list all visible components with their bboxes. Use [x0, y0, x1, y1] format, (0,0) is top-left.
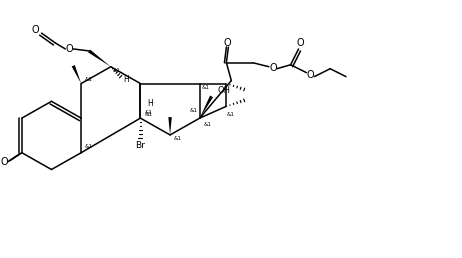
Text: &1: &1 — [85, 77, 93, 82]
Polygon shape — [88, 50, 111, 67]
Text: &1: &1 — [190, 108, 198, 113]
Text: O: O — [66, 44, 73, 54]
Text: OH: OH — [218, 86, 231, 95]
Text: O: O — [224, 38, 231, 48]
Text: O: O — [297, 38, 304, 48]
Polygon shape — [200, 95, 213, 118]
Text: &1: &1 — [204, 122, 212, 127]
Polygon shape — [72, 65, 81, 84]
Text: &1: &1 — [202, 85, 210, 90]
Text: &1: &1 — [226, 112, 234, 117]
Text: O: O — [32, 25, 39, 35]
Text: O: O — [269, 63, 277, 73]
Text: Br: Br — [135, 141, 146, 150]
Text: O: O — [0, 157, 8, 167]
Text: &1: &1 — [145, 110, 152, 115]
Text: &1: &1 — [113, 68, 121, 73]
Text: O: O — [307, 70, 314, 80]
Text: H: H — [124, 75, 129, 84]
Polygon shape — [168, 117, 172, 135]
Text: H: H — [147, 99, 153, 108]
Text: &1: &1 — [145, 112, 152, 117]
Text: &1: &1 — [85, 144, 93, 149]
Text: &1: &1 — [174, 136, 182, 141]
